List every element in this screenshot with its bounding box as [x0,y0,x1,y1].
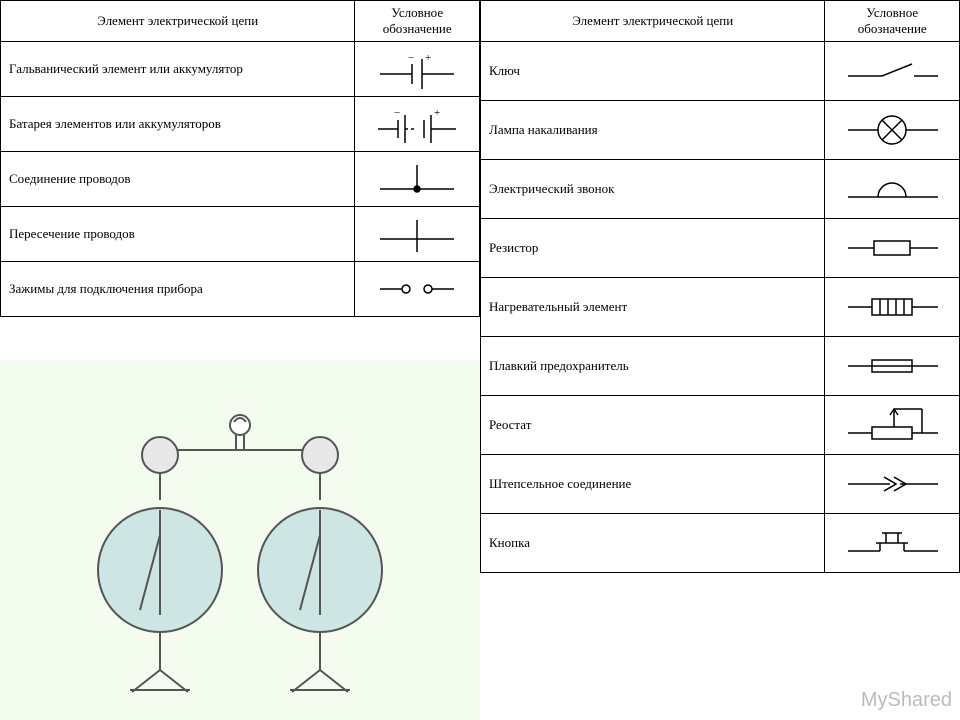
element-name: Лампа накаливания [481,101,825,160]
table-row: Нагревательный элемент [481,278,960,337]
table-row: Батарея элементов или аккумуляторов−+ [1,97,480,152]
switch-symbol [825,42,960,101]
element-name: Плавкий предохранитель [481,337,825,396]
element-name: Реостат [481,396,825,455]
table-row: Гальванический элемент или аккумулятор−+ [1,42,480,97]
element-name: Гальванический элемент или аккумулятор [1,42,355,97]
element-name: Нагревательный элемент [481,278,825,337]
right-header-symbol: Условное обозначение [825,1,960,42]
fuse-symbol [825,337,960,396]
plug-symbol [825,455,960,514]
battery-symbol: −+ [355,97,480,152]
watermark: MyShared [861,689,952,712]
electroscope-illustration [0,360,480,720]
element-name: Соединение проводов [1,152,355,207]
element-name: Электрический звонок [481,160,825,219]
table-row: Штепсельное соединение [481,455,960,514]
element-name: Батарея элементов или аккумуляторов [1,97,355,152]
crossing-symbol [355,207,480,262]
element-name: Штепсельное соединение [481,455,825,514]
svg-text:−: − [408,52,414,64]
right-table: Элемент электрической цепи Условное обоз… [480,0,960,573]
rheostat-symbol [825,396,960,455]
heater-symbol [825,278,960,337]
table-row: Ключ [481,42,960,101]
junction-symbol [355,152,480,207]
bell-symbol [825,160,960,219]
left-header-element: Элемент электрической цепи [1,1,355,42]
table-row: Резистор [481,219,960,278]
table-row: Плавкий предохранитель [481,337,960,396]
table-row: Зажимы для подключения прибора [1,262,480,317]
element-name: Кнопка [481,514,825,573]
left-table: Элемент электрической цепи Условное обоз… [0,0,480,317]
cell-symbol: −+ [355,42,480,97]
svg-text:−: − [394,107,400,119]
element-name: Ключ [481,42,825,101]
resistor-symbol [825,219,960,278]
element-name: Зажимы для подключения прибора [1,262,355,317]
svg-text:+: + [425,52,431,64]
element-name: Резистор [481,219,825,278]
table-row: Лампа накаливания [481,101,960,160]
table-row: Реостат [481,396,960,455]
button-symbol [825,514,960,573]
table-row: Пересечение проводов [1,207,480,262]
element-name: Пересечение проводов [1,207,355,262]
table-row: Соединение проводов [1,152,480,207]
table-row: Электрический звонок [481,160,960,219]
left-header-symbol: Условное обозначение [355,1,480,42]
right-header-element: Элемент электрической цепи [481,1,825,42]
terminals-symbol [355,262,480,317]
svg-text:+: + [434,107,440,119]
lamp-symbol [825,101,960,160]
table-row: Кнопка [481,514,960,573]
